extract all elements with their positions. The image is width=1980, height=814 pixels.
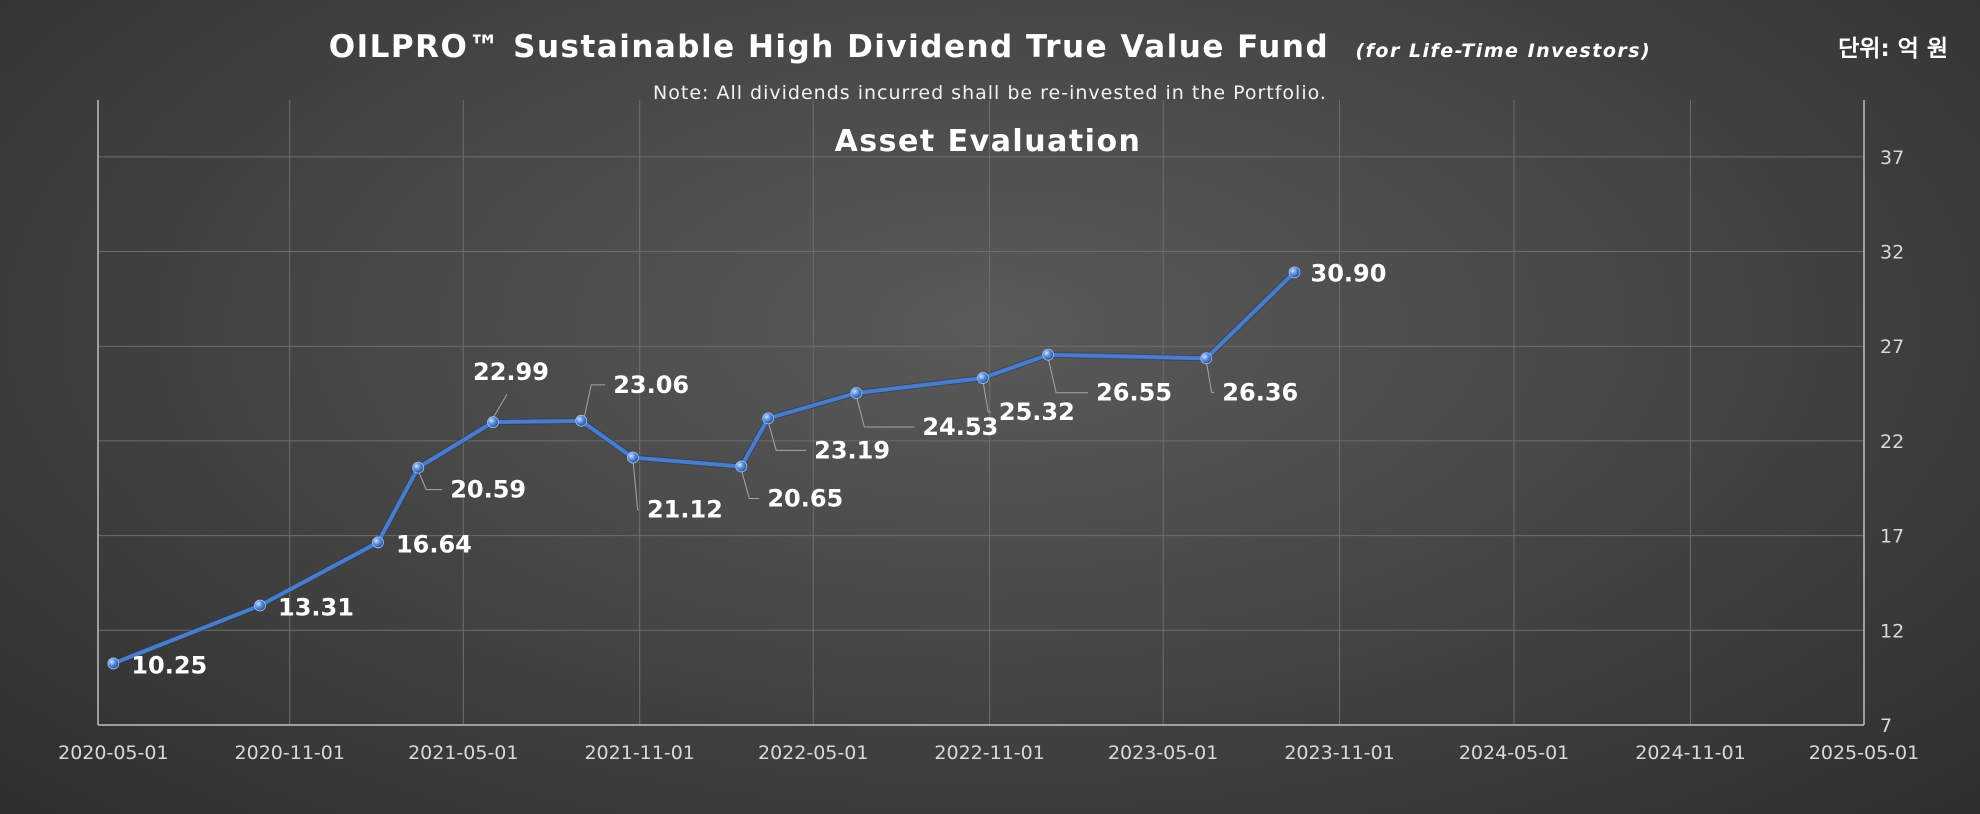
label-leader-line: [767, 421, 807, 451]
label-leader-line: [632, 460, 639, 511]
data-point: [487, 416, 499, 429]
data-point: [977, 372, 989, 384]
x-tick-label: 2023-11-01: [1284, 742, 1394, 764]
label-leader-line: [1047, 357, 1089, 394]
data-point: [254, 599, 266, 612]
data-point: [372, 536, 384, 549]
data-label: 22.99: [473, 358, 549, 386]
data-point: [850, 387, 863, 399]
label-leader-line: [583, 384, 606, 418]
chart-title: OILPRO™ Sustainable High Dividend True V…: [329, 29, 1652, 65]
data-label: 24.53: [922, 413, 998, 441]
data-point: [1200, 352, 1213, 365]
x-tick-label: 2023-05-01: [1108, 742, 1218, 764]
x-tick-label: 2022-05-01: [758, 742, 868, 764]
x-tick-label: 2020-05-01: [58, 742, 168, 764]
data-point: [1288, 266, 1301, 279]
chart-subtitle: Asset Evaluation: [835, 124, 1142, 159]
data-labels: 10.25 13.31 16.64 20.59 22.99 23.06 21.12 20.65…: [131, 259, 1386, 679]
y-tick-label: 37: [1880, 147, 1904, 169]
label-leader-line: [855, 395, 915, 428]
y-tick-label: 27: [1880, 336, 1904, 358]
data-label: 25.32: [999, 398, 1075, 426]
data-point: [627, 451, 639, 464]
label-leader-line: [982, 380, 991, 413]
data-label: 13.31: [278, 593, 354, 621]
data-point: [107, 657, 120, 670]
y-tick-label: 22: [1880, 431, 1904, 453]
x-tick-label: 2025-05-01: [1809, 742, 1919, 764]
data-label: 23.06: [613, 371, 689, 399]
y-tick-label: 7: [1880, 715, 1892, 737]
data-point: [762, 412, 775, 425]
x-tick-label: 2022-11-01: [934, 742, 1044, 764]
y-tick-label: 12: [1880, 620, 1904, 642]
x-tick-label: 2020-11-01: [235, 742, 345, 764]
x-tick-label: 2024-05-01: [1459, 742, 1569, 764]
series-line: [112, 270, 1296, 666]
data-label: 16.64: [396, 530, 472, 558]
y-axis-ticks: 7 12 17 22 27 32 37: [1880, 147, 1904, 737]
x-axis-ticks: 2020-05-01 2020-11-01 2021-05-01 2021-11-01…: [58, 742, 1919, 764]
x-tick-label: 2021-05-01: [408, 742, 518, 764]
data-label: 26.55: [1096, 379, 1172, 407]
series-asset-value: [107, 266, 1301, 670]
x-tick-label: 2021-11-01: [584, 742, 694, 764]
label-leader-line: [1205, 361, 1215, 393]
data-label: 21.12: [647, 496, 723, 524]
label-leader-line: [417, 470, 443, 491]
data-label: 30.90: [1311, 259, 1387, 287]
label-leader-line: [740, 469, 760, 499]
data-label: 26.36: [1222, 378, 1298, 406]
data-point: [735, 460, 748, 473]
label-leaders: [417, 357, 1215, 511]
data-label: 20.65: [767, 484, 843, 512]
data-point: [575, 414, 588, 427]
data-point: [412, 461, 425, 474]
y-tick-label: 32: [1880, 242, 1904, 264]
data-point: [1042, 348, 1055, 361]
data-label: 20.59: [450, 476, 526, 504]
axes: [97, 100, 1865, 726]
y-tick-label: 17: [1880, 526, 1904, 548]
data-label: 23.19: [814, 436, 890, 464]
data-label: 10.25: [131, 651, 207, 679]
x-tick-label: 2024-11-01: [1635, 742, 1745, 764]
label-leader-line: [492, 393, 508, 419]
chart-note: Note: All dividends incurred shall be re…: [653, 82, 1327, 104]
unit-label: 단위: 억 원: [1838, 36, 1948, 62]
